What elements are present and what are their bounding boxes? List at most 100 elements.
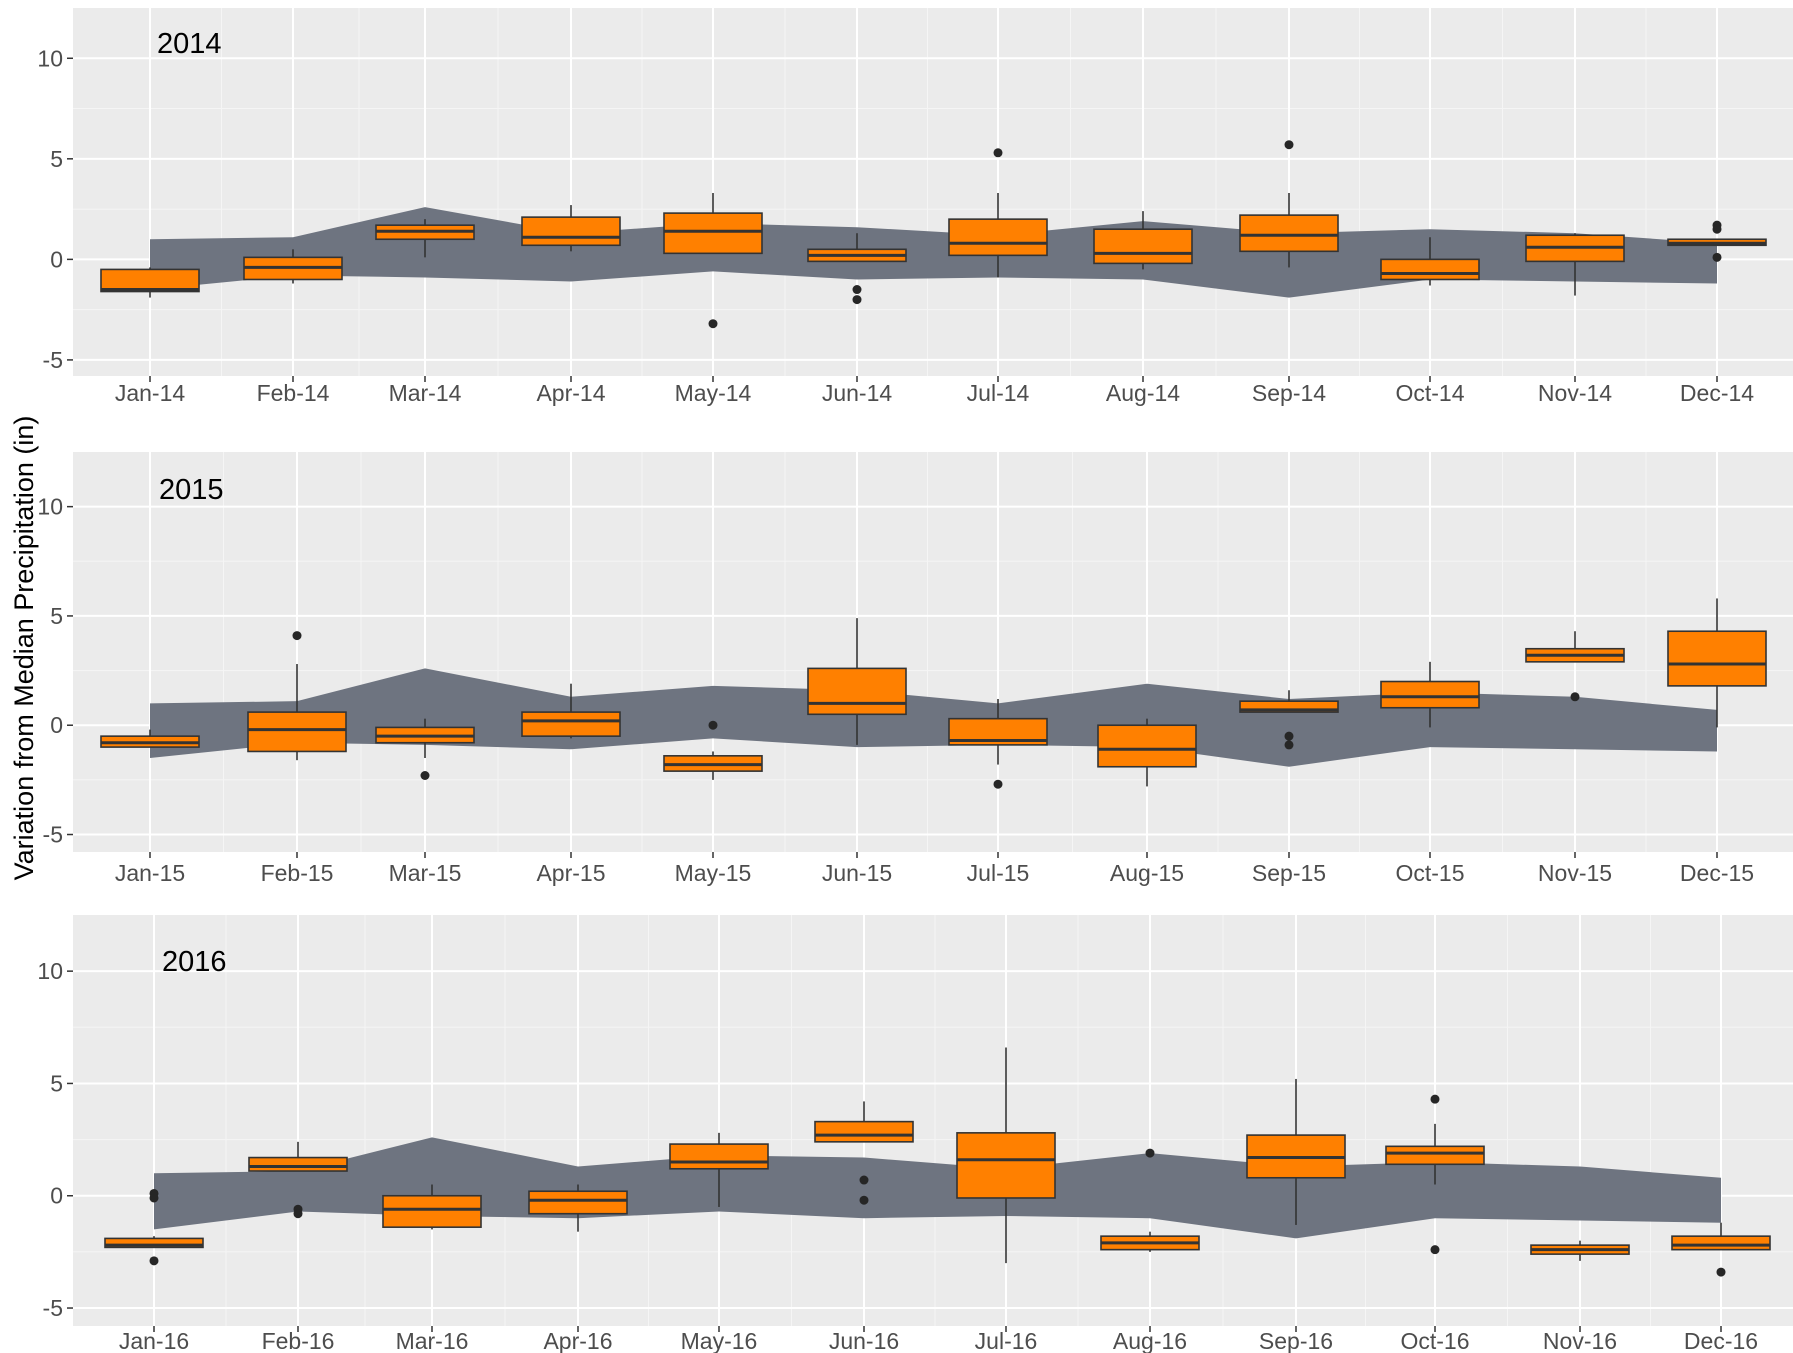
outlier-point <box>859 1195 869 1205</box>
x-tick-label: Oct-15 <box>1395 860 1464 886</box>
panel-background <box>73 8 1793 376</box>
boxplot-Nov-14 <box>1525 233 1625 296</box>
boxplot-Apr-15 <box>521 683 621 739</box>
boxplot-Dec-16 <box>1671 1222 1771 1277</box>
iqr-box <box>948 218 1048 257</box>
iqr-box <box>1380 680 1480 709</box>
y-tick-label: 10 <box>37 958 63 984</box>
iqr-box <box>521 711 621 737</box>
x-tick-label: Jan-14 <box>115 380 186 406</box>
x-tick-label: Aug-16 <box>1113 1328 1187 1353</box>
boxplot-Jun-15 <box>807 618 907 745</box>
boxplot-Nov-15 <box>1525 631 1625 702</box>
x-tick-label: Sep-15 <box>1252 860 1326 886</box>
boxplot-Apr-16 <box>528 1184 628 1232</box>
boxplot-Feb-14 <box>243 249 343 284</box>
iqr-box <box>956 1132 1056 1199</box>
boxplot-Sep-16 <box>1246 1078 1346 1225</box>
x-tick-label: Jun-14 <box>822 380 893 406</box>
y-tick-label: 10 <box>37 494 63 520</box>
x-tick-label: Aug-14 <box>1106 380 1180 406</box>
y-tick-label: 0 <box>50 712 63 738</box>
iqr-box <box>1239 214 1339 253</box>
y-tick-label: 0 <box>50 1183 63 1209</box>
x-tick-label: Mar-14 <box>389 380 462 406</box>
boxplot-Aug-16 <box>1100 1148 1200 1252</box>
x-tick-label: Oct-16 <box>1400 1328 1469 1353</box>
boxplot-Jul-16 <box>956 1047 1056 1264</box>
normal-range-band <box>150 668 1717 767</box>
x-tick-label: Apr-15 <box>536 860 605 886</box>
panel-background <box>73 915 1793 1326</box>
boxplot-Aug-15 <box>1097 718 1197 787</box>
boxplot-Jul-14 <box>948 148 1048 278</box>
x-tick-label: Mar-15 <box>389 860 462 886</box>
panel-background <box>73 452 1793 852</box>
x-tick-label: May-15 <box>675 860 752 886</box>
outlier-point <box>1716 1267 1726 1277</box>
boxplot-Oct-15 <box>1380 661 1480 728</box>
boxplot-May-16 <box>669 1132 769 1207</box>
outlier-point <box>852 285 862 295</box>
iqr-box <box>1093 228 1193 265</box>
boxplot-Mar-16 <box>382 1184 482 1230</box>
outlier-point <box>1284 740 1294 750</box>
outlier-point <box>1712 252 1722 262</box>
boxplot-Sep-15 <box>1239 690 1339 750</box>
boxplot-Dec-15 <box>1667 598 1767 728</box>
x-tick-label: May-16 <box>681 1328 758 1353</box>
boxplot-Jun-16 <box>814 1101 914 1205</box>
x-tick-label: May-14 <box>675 380 752 406</box>
iqr-box <box>382 1194 482 1228</box>
boxplot-May-14 <box>663 193 763 329</box>
x-tick-label: Dec-16 <box>1684 1328 1758 1353</box>
iqr-box <box>104 1237 204 1249</box>
iqr-box <box>528 1190 628 1215</box>
outlier-point <box>708 720 718 730</box>
boxplot-Nov-16 <box>1530 1240 1630 1261</box>
outlier-point <box>859 1175 869 1185</box>
boxplot-Mar-14 <box>375 219 475 258</box>
panel-2014: -5 0 5 10 Jan-14 Feb-14 Mar-14 Apr-14 May-14 Jun-… <box>37 8 1793 406</box>
x-tick-label: Aug-15 <box>1110 860 1184 886</box>
x-tick-label: Feb-16 <box>262 1328 335 1353</box>
iqr-box <box>1239 700 1339 713</box>
boxplot-Jun-14 <box>807 233 907 305</box>
x-tick-label: Feb-15 <box>261 860 334 886</box>
x-tick-label: Jun-15 <box>822 860 892 886</box>
y-tick-label: 0 <box>50 246 63 272</box>
x-tick-label: Mar-16 <box>396 1328 469 1353</box>
outlier-point <box>149 1193 159 1203</box>
iqr-box <box>1667 630 1767 687</box>
outlier-point <box>852 295 862 305</box>
y-tick-label: -5 <box>43 822 63 848</box>
outlier-point <box>1570 692 1580 702</box>
y-tick-label: 5 <box>50 1070 63 1096</box>
x-tick-label: Jan-15 <box>115 860 185 886</box>
panel-2016: -5 0 5 10 Jan-16 Feb-16 Mar-16 Apr-16 May-16 Jun-… <box>37 915 1793 1353</box>
panel-title: 2016 <box>162 946 227 978</box>
outlier-point <box>1430 1094 1440 1104</box>
outlier-point <box>1145 1148 1155 1158</box>
x-tick-label: Nov-15 <box>1538 860 1612 886</box>
x-tick-label: Jul-16 <box>975 1328 1038 1353</box>
iqr-box <box>1380 258 1480 281</box>
boxplot-Oct-16 <box>1385 1094 1485 1255</box>
boxplot-Jan-15 <box>100 729 200 748</box>
x-tick-label: Jul-15 <box>967 860 1030 886</box>
x-tick-label: Nov-14 <box>1538 380 1612 406</box>
boxplot-Sep-14 <box>1239 140 1339 268</box>
x-tick-label: Apr-16 <box>543 1328 612 1353</box>
panel-title: 2014 <box>157 28 222 60</box>
boxplot-May-15 <box>663 720 763 780</box>
iqr-box <box>814 1120 914 1143</box>
outlier-point <box>420 770 430 780</box>
boxplot-Oct-14 <box>1380 237 1480 286</box>
x-tick-label: Nov-16 <box>1543 1328 1617 1353</box>
boxplot-Jul-15 <box>948 698 1048 789</box>
outlier-point <box>292 631 302 641</box>
boxplot-Feb-15 <box>247 631 347 761</box>
outlier-point <box>708 319 718 329</box>
x-tick-label: Jun-16 <box>829 1328 899 1353</box>
